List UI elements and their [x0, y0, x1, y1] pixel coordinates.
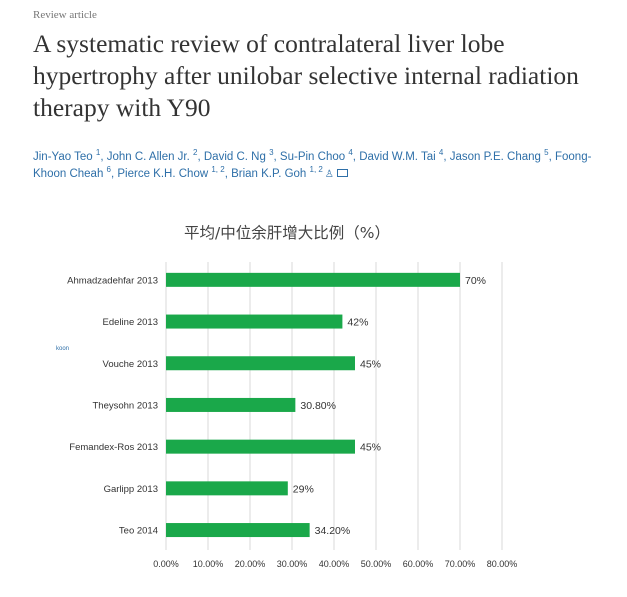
author-name: Jason P.E. Chang [449, 151, 541, 163]
x-tick-label: 80.00% [487, 559, 518, 569]
author-link[interactable]: David C. Ng 3 [203, 148, 274, 163]
affiliation-marker: 1 [95, 148, 101, 158]
affiliation-marker: 2 [193, 148, 198, 158]
side-text-fragment: koon [56, 346, 70, 352]
x-tick-label: 20.00% [235, 559, 266, 569]
author-separator: , [197, 151, 204, 163]
category-label: Femandex-Ros 2013 [69, 442, 158, 453]
affiliation-marker: 5 [544, 148, 549, 158]
category-label: Edeline 2013 [103, 317, 158, 328]
data-label: 45% [360, 358, 381, 370]
person-icon[interactable]: ♙ [324, 169, 334, 180]
data-label: 34.20% [315, 525, 351, 537]
author-separator: , [443, 151, 450, 163]
affiliation-marker: 6 [106, 165, 111, 175]
article-type-label: Review article [33, 9, 97, 21]
author-name: John C. Allen Jr. [106, 151, 190, 163]
bar [166, 356, 355, 371]
author-list: Jin-Yao Teo 1, John C. Allen Jr. 2, Davi… [33, 149, 623, 183]
data-label: 42% [347, 317, 368, 329]
affiliation-marker: 1, 2 [211, 165, 225, 175]
bar [166, 481, 288, 496]
author-link[interactable]: Jason P.E. Chang 5 [449, 148, 549, 163]
author-separator: , [352, 151, 360, 163]
author-name: Foong-Khoon Cheah [33, 151, 592, 180]
author-link[interactable]: Pierce K.H. Chow 1, 2 [117, 165, 225, 180]
bar [166, 439, 355, 454]
bar [166, 523, 310, 538]
bar [166, 272, 460, 287]
article-title: A systematic review of contralateral liv… [33, 29, 579, 122]
x-tick-label: 10.00% [193, 559, 224, 569]
affiliation-marker: 4 [438, 148, 444, 158]
x-tick-label: 50.00% [361, 559, 392, 569]
affiliation-marker: 4 [348, 148, 353, 158]
author-link[interactable]: John C. Allen Jr. 2 [106, 148, 198, 163]
author-name: Su-Pin Choo [279, 151, 346, 163]
x-tick-label: 60.00% [403, 559, 434, 569]
author-separator: , [224, 168, 232, 180]
author-link[interactable]: Su-Pin Choo 4 [279, 148, 353, 163]
author-separator: , [100, 151, 107, 163]
data-label: 30.80% [300, 400, 336, 412]
category-label: Ahmadzadehfar 2013 [67, 275, 158, 286]
author-separator: , [273, 151, 280, 163]
author-name: Pierce K.H. Chow [117, 168, 209, 180]
author-name: Brian K.P. Goh [231, 168, 307, 180]
author-separator: , [548, 151, 555, 163]
affiliation-marker: 1, 2 [309, 165, 323, 175]
chart-title: 平均/中位余肝增大比例（%） [184, 223, 390, 242]
author-name: Jin-Yao Teo [33, 151, 93, 163]
author-link[interactable]: David W.M. Tai 4 [359, 148, 444, 163]
author-name: David W.M. Tai [359, 151, 436, 163]
author-link[interactable]: Brian K.P. Goh 1, 2 [231, 165, 323, 180]
x-tick-label: 40.00% [319, 559, 350, 569]
author-separator: , [111, 168, 118, 180]
affiliation-marker: 3 [269, 148, 274, 158]
author-link[interactable]: Jin-Yao Teo 1 [33, 148, 101, 163]
bar [166, 397, 296, 412]
bar [166, 314, 343, 329]
category-label: Garlipp 2013 [104, 484, 158, 495]
data-label: 45% [360, 442, 381, 454]
author-link[interactable]: Foong-Khoon Cheah 6 [33, 151, 591, 180]
x-tick-label: 30.00% [277, 559, 308, 569]
category-label: Vouche 2013 [103, 359, 158, 370]
data-label: 29% [293, 483, 314, 495]
category-label: Theysohn 2013 [93, 400, 159, 411]
category-label: Teo 2014 [119, 526, 158, 537]
data-label: 70% [465, 275, 486, 287]
envelope-icon[interactable] [336, 168, 348, 177]
author-name: David C. Ng [203, 151, 266, 163]
x-tick-label: 70.00% [445, 559, 476, 569]
x-tick-label: 0.00% [153, 559, 179, 569]
